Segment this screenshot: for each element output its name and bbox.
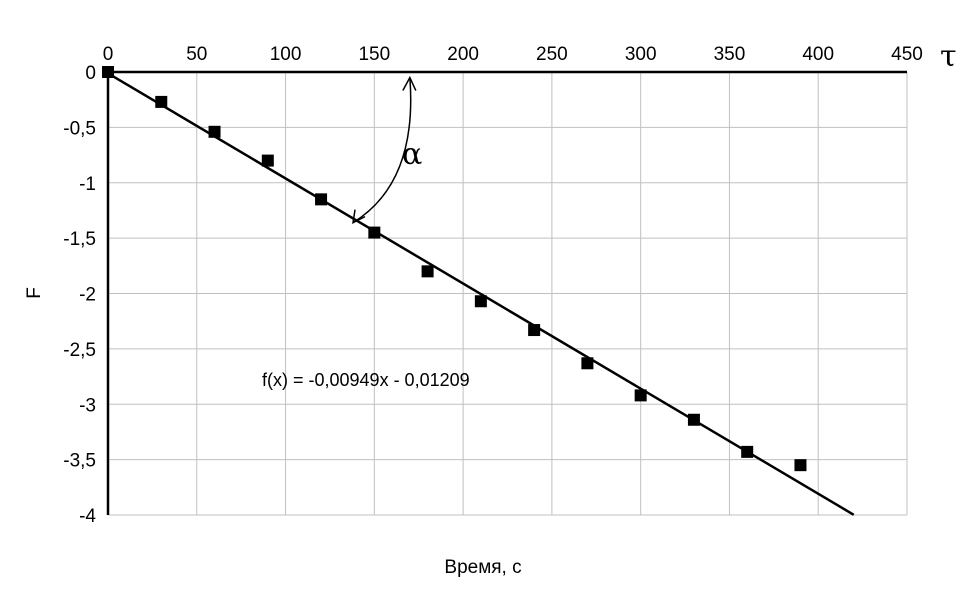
y-tick-label: 0: [85, 63, 96, 84]
data-point: [474, 295, 487, 308]
x-tick-label: 0: [103, 44, 114, 65]
y-tick-label: -1: [79, 174, 96, 195]
y-tick-label: -3,5: [63, 451, 96, 472]
x-tick-label: 150: [358, 44, 390, 65]
angle-annotation: [352, 75, 417, 224]
x-tick-label: 450: [891, 44, 923, 65]
y-tick-label: -1,5: [63, 229, 96, 250]
trendline-equation: f(x) = -0,00949x - 0,01209: [262, 370, 470, 390]
x-tick-label: 100: [270, 44, 302, 65]
axis-layer: [106, 70, 907, 515]
data-points: [102, 66, 807, 472]
y-tick-label: -0,5: [63, 118, 96, 139]
y-tick-label: -2: [79, 285, 96, 306]
x-axis-title: Время, с: [444, 557, 521, 578]
data-point: [794, 459, 807, 472]
data-point: [687, 413, 700, 426]
x-tick-label: 300: [625, 44, 657, 65]
x-tick-label: 200: [447, 44, 479, 65]
data-point: [581, 357, 594, 370]
x-tick-label: 350: [714, 44, 746, 65]
angle-arrowhead-bottom: [352, 209, 366, 224]
y-tick-label: -3: [79, 395, 96, 416]
x-axis-symbol-tau: τ: [940, 39, 957, 74]
y-tick-labels: 0 -0,5 -1 -1,5 -2 -2,5 -3 -3,5 -4: [63, 63, 96, 527]
angle-alpha-label: α: [402, 137, 422, 172]
x-tick-label: 400: [802, 44, 834, 65]
x-tick-label: 50: [186, 44, 207, 65]
y-tick-label: -2,5: [63, 340, 96, 361]
data-point: [155, 95, 168, 108]
data-point: [315, 193, 328, 206]
x-tick-label: 250: [536, 44, 568, 65]
data-point: [634, 389, 647, 402]
grid-layer: [107, 71, 908, 516]
data-point: [741, 445, 754, 458]
y-axis-title: F: [24, 287, 45, 299]
angle-arrowhead-top: [402, 75, 417, 91]
data-point: [528, 324, 541, 337]
data-point: [102, 66, 114, 78]
data-point: [368, 226, 381, 239]
angle-arc: [352, 77, 412, 224]
data-point: [208, 125, 221, 138]
data-point: [421, 265, 434, 278]
y-tick-label: -4: [79, 506, 96, 527]
x-tick-labels: 0 50 100 150 200 250 300 350 400 450: [103, 44, 923, 65]
data-point: [261, 154, 274, 167]
trendline: [107, 72, 855, 516]
